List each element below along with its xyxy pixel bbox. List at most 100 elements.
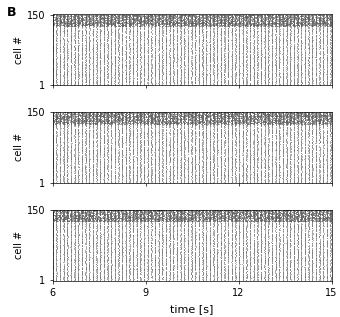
Point [163, 133, 169, 138]
Point [295, 274, 300, 279]
Point [208, 20, 213, 25]
Point [275, 117, 280, 122]
Point [116, 247, 121, 252]
Point [165, 21, 170, 26]
Point [182, 215, 188, 220]
Point [152, 114, 157, 119]
Point [149, 63, 154, 68]
Point [233, 208, 238, 213]
Point [237, 144, 242, 149]
Point [277, 247, 282, 252]
Point [235, 120, 240, 125]
Point [207, 255, 213, 260]
Point [321, 56, 326, 61]
Point [127, 135, 132, 140]
Point [141, 49, 147, 54]
Point [280, 19, 286, 24]
Point [262, 236, 268, 241]
Point [79, 154, 85, 159]
Point [90, 22, 95, 27]
Point [105, 215, 110, 220]
Point [229, 69, 234, 74]
Point [218, 61, 224, 66]
Point [163, 120, 169, 125]
Point [54, 114, 60, 120]
Point [310, 110, 315, 115]
Point [280, 49, 285, 54]
Point [164, 217, 169, 223]
Point [307, 16, 313, 21]
Point [152, 116, 157, 121]
Point [240, 17, 245, 22]
Point [79, 139, 85, 144]
Point [101, 255, 107, 260]
Point [211, 52, 216, 57]
Point [138, 238, 143, 243]
Point [238, 13, 244, 18]
Point [123, 33, 128, 38]
Point [328, 17, 334, 22]
Point [206, 12, 211, 17]
Point [309, 254, 315, 259]
Point [177, 110, 183, 115]
Point [119, 128, 125, 133]
Point [134, 21, 140, 26]
Point [255, 35, 260, 40]
Point [328, 175, 334, 180]
Point [86, 227, 92, 232]
Point [105, 176, 110, 181]
Point [218, 239, 223, 244]
Point [312, 118, 318, 123]
Point [240, 54, 245, 59]
Point [152, 227, 158, 232]
Point [120, 16, 125, 21]
Point [315, 209, 320, 214]
Point [100, 118, 105, 123]
Point [100, 16, 105, 21]
Point [104, 13, 110, 18]
Point [287, 115, 293, 120]
Point [152, 34, 158, 39]
Point [215, 158, 220, 163]
Point [313, 114, 318, 120]
Point [237, 162, 242, 167]
Point [229, 164, 235, 169]
Point [130, 66, 136, 71]
Point [159, 215, 165, 220]
Point [299, 211, 305, 216]
Point [156, 12, 162, 17]
Point [210, 23, 216, 28]
Point [112, 15, 118, 20]
Point [258, 143, 264, 148]
Point [83, 221, 88, 226]
Point [320, 116, 326, 121]
Point [232, 156, 238, 161]
Point [225, 214, 231, 219]
Point [233, 27, 238, 32]
Point [141, 244, 147, 249]
Point [98, 216, 103, 221]
Point [159, 65, 165, 70]
Point [142, 16, 147, 21]
Point [290, 211, 295, 216]
Point [85, 12, 90, 17]
Point [73, 13, 79, 18]
Point [97, 114, 103, 119]
Point [209, 117, 215, 122]
Point [76, 210, 81, 215]
Point [82, 118, 88, 123]
Point [127, 178, 132, 183]
Point [194, 209, 199, 214]
Point [84, 23, 90, 28]
Point [176, 21, 182, 26]
Point [328, 227, 333, 232]
Point [286, 19, 291, 24]
Point [55, 209, 61, 214]
Point [313, 179, 318, 184]
Point [319, 217, 325, 222]
Point [73, 214, 78, 219]
Point [324, 77, 330, 82]
Point [218, 208, 224, 213]
Point [321, 78, 326, 83]
Point [116, 228, 121, 233]
